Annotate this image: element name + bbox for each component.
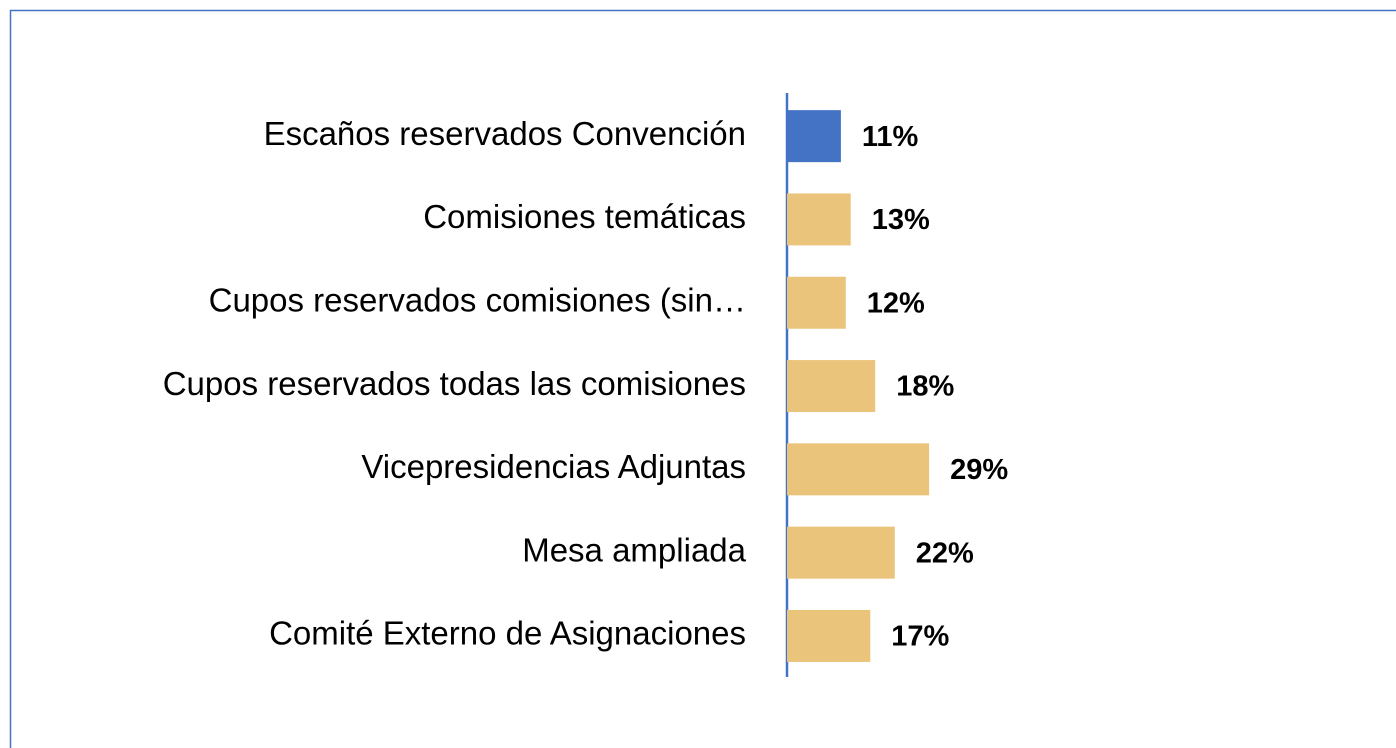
- frame: [9, 9, 1396, 748]
- value-label: 11%: [862, 121, 919, 153]
- bar: [787, 609, 871, 662]
- category-label: Escaños reservados Convención: [264, 115, 746, 152]
- category-label: Cupos reservados todas las comisiones: [163, 365, 746, 402]
- value-label: 13%: [872, 204, 930, 236]
- category-label: Mesa ampliada: [522, 531, 746, 568]
- category-label: Vicepresidencias Adjuntas: [361, 448, 746, 485]
- value-label: 29%: [950, 454, 1008, 486]
- value-label: 22%: [916, 537, 974, 569]
- bar: [787, 110, 841, 163]
- bar: [787, 443, 930, 496]
- value-label: 17%: [891, 621, 949, 653]
- bar: [787, 526, 895, 579]
- bar: [787, 276, 846, 329]
- value-label: 18%: [896, 371, 954, 403]
- bar: [787, 360, 876, 413]
- category-label: Cupos reservados comisiones (sin…: [209, 281, 746, 318]
- category-label: Comisiones temáticas: [423, 198, 746, 235]
- bar: [787, 193, 851, 246]
- category-label: Comité Externo de Asignaciones: [269, 615, 746, 652]
- value-label: 12%: [867, 287, 925, 319]
